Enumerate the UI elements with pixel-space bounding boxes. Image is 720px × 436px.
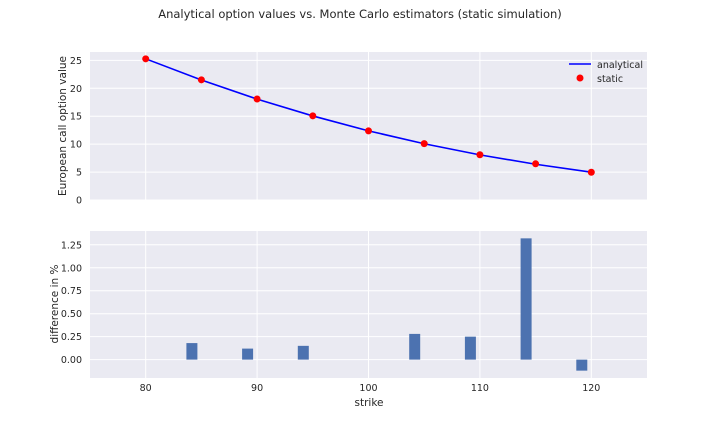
bottom-ytick-label: 0.25	[61, 332, 82, 343]
difference-bar	[297, 345, 309, 360]
legend: analytical static	[569, 60, 643, 85]
figure-title: Analytical option values vs. Monte Carlo…	[158, 7, 562, 21]
bottom-ylabel: difference in %	[49, 265, 61, 344]
top-ytick-label: 15	[70, 112, 82, 123]
bottom-ytick-label: 0.50	[61, 309, 82, 320]
static-point	[197, 76, 205, 84]
static-point	[532, 160, 540, 168]
bottom-axes: 0.00 0.25 0.50 0.75 1.00 1.25 80 90 100 110 120	[61, 231, 647, 394]
top-ytick-label: 20	[70, 84, 82, 95]
xtick-label: 120	[582, 383, 600, 394]
difference-bar	[409, 333, 421, 360]
bottom-ytick-label: 1.25	[61, 240, 82, 251]
xtick-label: 100	[359, 383, 377, 394]
top-axes: 0 5 10 15 20 25	[70, 52, 647, 207]
static-point	[309, 112, 317, 120]
legend-label-static: static	[597, 74, 623, 85]
top-ylabel: European call option value	[57, 56, 69, 196]
bottom-xlabel: strike	[355, 397, 384, 409]
xtick-label: 80	[140, 383, 152, 394]
static-point	[365, 127, 372, 135]
difference-bar	[242, 348, 254, 360]
top-ytick-label: 0	[76, 196, 82, 207]
top-ytick-label: 25	[70, 56, 82, 67]
static-point	[253, 95, 261, 103]
difference-bar	[576, 359, 588, 371]
static-point	[420, 140, 428, 148]
difference-bar	[186, 343, 198, 360]
xtick-label: 90	[251, 383, 263, 394]
difference-bar	[464, 336, 476, 360]
difference-bar	[520, 238, 532, 360]
bottom-ytick-label: 0.75	[61, 286, 82, 297]
static-point	[476, 151, 484, 159]
top-ytick-label: 10	[70, 140, 82, 151]
legend-marker-static	[576, 74, 584, 82]
top-ytick-label: 5	[76, 168, 82, 179]
static-point	[142, 55, 150, 63]
bottom-ytick-label: 1.00	[61, 263, 82, 274]
legend-label-analytical: analytical	[597, 60, 643, 71]
bottom-ytick-label: 0.00	[61, 355, 82, 366]
static-point	[587, 168, 595, 176]
xtick-label: 110	[471, 383, 489, 394]
